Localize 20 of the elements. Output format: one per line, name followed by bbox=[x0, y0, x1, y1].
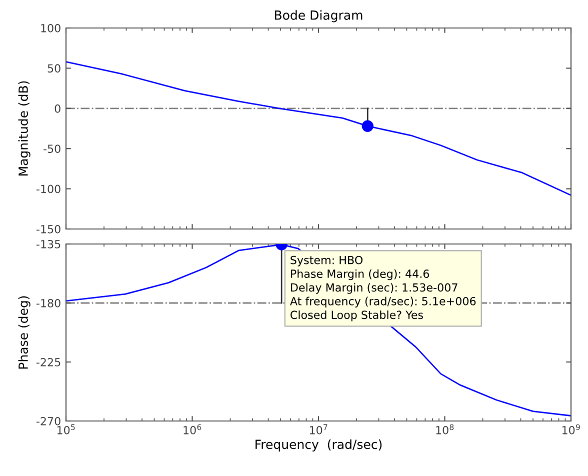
x-tick-label: 10$^{9}$ bbox=[562, 424, 580, 434]
y-tick-label: -270 bbox=[36, 416, 60, 426]
x-axis-title: Frequency (rad/sec) bbox=[256, 439, 382, 452]
x-tick-label: 10$^{7}$ bbox=[310, 424, 328, 434]
y-tick-label: -50 bbox=[44, 144, 60, 153]
y-tick-label: -150 bbox=[36, 224, 60, 234]
x-tick-label: 10$^{8}$ bbox=[436, 424, 454, 434]
y-axis-title: Phase (deg) bbox=[18, 296, 30, 369]
y-tick-label: -180 bbox=[36, 298, 60, 308]
y-axis-title: Magnitude (dB) bbox=[18, 81, 30, 176]
chart-title: Bode Diagram bbox=[274, 10, 362, 22]
y-tick-label: 50 bbox=[48, 64, 60, 73]
y-tick-label: -225 bbox=[36, 358, 60, 366]
x-tick-label: 10$^{5}$ bbox=[57, 424, 75, 434]
y-tick-label: -135 bbox=[36, 240, 60, 248]
annotation: System: HBO Phase Margin (deg): 44.6 Delay Margin (sec): 1.53e-007 At frequency (rad/sec): 5.1e+006 Closed Loop Stable? Yes bbox=[290, 256, 476, 322]
x-tick-label: 10$^{6}$ bbox=[184, 424, 202, 434]
y-tick-label: 0 bbox=[54, 104, 60, 113]
y-tick-label: -100 bbox=[36, 184, 60, 194]
y-tick-label: 100 bbox=[41, 24, 60, 32]
